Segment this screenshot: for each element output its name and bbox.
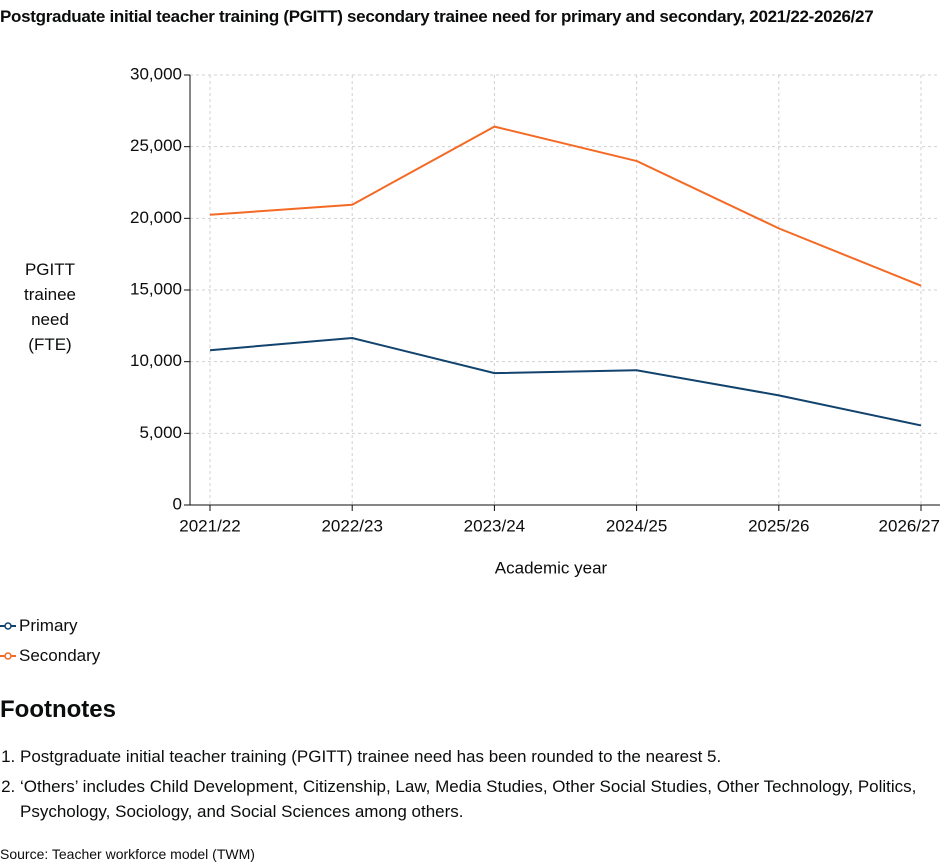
y-axis-label: PGITT trainee need (FTE) — [24, 260, 76, 354]
footnotes-heading: Footnotes — [0, 696, 116, 723]
footnotes-list: Postgraduate initial teacher training (P… — [0, 744, 930, 829]
chart-title: Postgraduate initial teacher training (P… — [0, 7, 874, 26]
legend-label: Primary — [19, 616, 78, 635]
series-line — [209, 125, 922, 287]
legend-marker — [4, 622, 12, 630]
x-axis-label: Academic year — [495, 558, 608, 577]
y-tick-label: 20,000 — [130, 208, 182, 227]
y-tick-label: 0 — [173, 494, 182, 513]
x-tick-label: 2022/23 — [321, 516, 382, 535]
y-tick-label: 30,000 — [130, 64, 182, 83]
legend-item: Secondary — [0, 641, 100, 671]
x-tick-label: 2021/22 — [179, 516, 240, 535]
y-tick-label: 15,000 — [130, 279, 182, 298]
footnote: ‘Others’ includes Child Development, Cit… — [20, 774, 930, 824]
legend: Primary Secondary — [0, 611, 100, 671]
y-tick-label: 10,000 — [130, 351, 182, 370]
series-line — [209, 337, 922, 427]
legend-label: Secondary — [19, 646, 101, 665]
x-tick-label: 2025/26 — [748, 516, 809, 535]
legend-swatch — [0, 652, 16, 660]
x-tick-label: 2026/27 — [879, 516, 940, 535]
legend-item: Primary — [0, 611, 100, 641]
y-tick-label: 25,000 — [130, 136, 182, 155]
legend-swatch — [0, 622, 16, 630]
legend-marker — [4, 652, 12, 660]
x-tick-label: 2024/25 — [606, 516, 667, 535]
chart: Academic year 0 5,000 10,000 15,000 20,000 25… — [130, 64, 940, 577]
y-tick-label: 5,000 — [139, 423, 182, 442]
x-tick-label: 2023/24 — [464, 516, 525, 535]
source: Source: Teacher workforce model (TWM) — [0, 846, 255, 862]
footnote: Postgraduate initial teacher training (P… — [20, 744, 930, 769]
